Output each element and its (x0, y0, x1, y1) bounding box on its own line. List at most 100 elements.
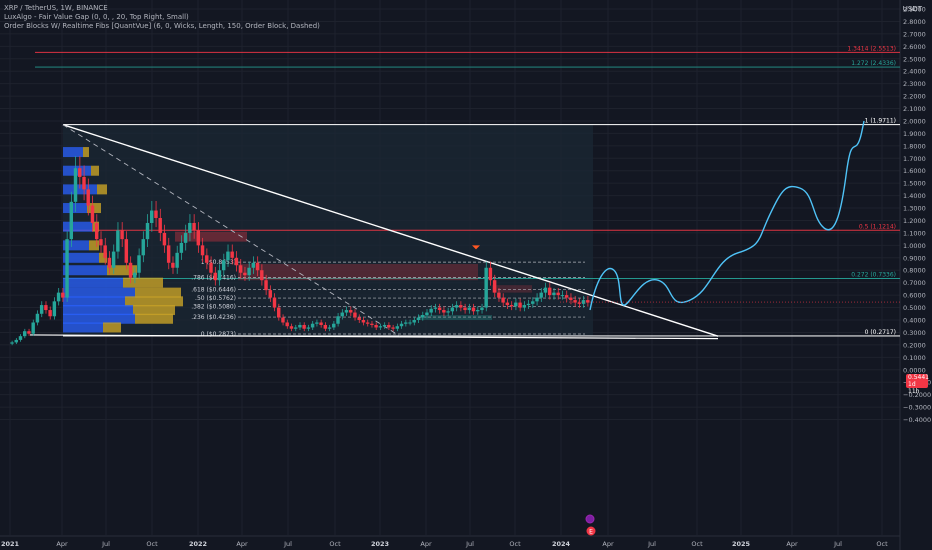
y-tick-label: 2.2000 (903, 93, 926, 101)
candle-body (268, 290, 272, 298)
volume-profile-bar (99, 252, 107, 263)
indicator-fvg-label[interactable]: LuxAlgo - Fair Value Gap (0, 0, , 20, To… (4, 13, 189, 21)
candle-body (39, 305, 44, 314)
y-tick-label: −0.4000 (903, 416, 931, 424)
volume-profile-bar (63, 252, 99, 263)
candle-body (175, 252, 179, 268)
candle-body (205, 255, 209, 263)
candle-body (234, 257, 239, 266)
candle-body (158, 217, 162, 233)
trendline-dashed (62, 124, 401, 337)
y-tick-label: 2.0000 (903, 117, 926, 125)
candle-body (166, 245, 171, 263)
volume-profile-bar (63, 322, 103, 333)
volume-profile-bar (83, 147, 89, 158)
x-tick-label: 2023 (371, 540, 389, 548)
candle-body (260, 270, 264, 281)
candle-body (420, 315, 425, 318)
order-block-bearish (238, 264, 478, 281)
earnings-event-label: E (589, 529, 593, 536)
candle-body (86, 189, 90, 206)
x-tick-label: Apr (236, 540, 248, 548)
volume-profile-bar (63, 265, 107, 276)
candle-body (99, 239, 103, 246)
x-tick-label: Apr (56, 540, 68, 548)
volume-profile-bar (63, 296, 125, 307)
candle-body (471, 307, 476, 312)
volume-profile-bar (89, 240, 99, 251)
candle-body (200, 245, 205, 256)
candle-body (357, 317, 361, 320)
candle-body (107, 257, 112, 268)
y-tick-label: 1.5000 (903, 180, 926, 188)
candle-body (65, 239, 69, 298)
candle-body (467, 307, 471, 311)
y-tick-label: 2.9000 (903, 6, 926, 14)
x-tick-label: Jul (465, 540, 474, 548)
candle-body (289, 326, 294, 329)
candle-body (213, 272, 217, 281)
candle-body (192, 222, 196, 231)
x-tick-label: Apr (602, 540, 614, 548)
y-tick-label: 1.2000 (903, 217, 926, 225)
candle-body (171, 262, 175, 268)
candle-body (543, 287, 548, 293)
candle-body (569, 297, 573, 301)
symbol-title[interactable]: XRP / TetherUS, 1W, BINANCE (4, 4, 108, 12)
volume-profile-bar (63, 203, 87, 214)
y-tick-label: 0.2000 (903, 341, 926, 349)
candle-body (412, 320, 416, 323)
candle-body (221, 260, 226, 271)
y-tick-label: 2.1000 (903, 105, 926, 113)
y-tick-label: 2.5000 (903, 55, 926, 63)
volume-profile-bar (135, 287, 181, 298)
candle-body (14, 339, 18, 343)
trendline-descending (62, 124, 719, 337)
candle-body (581, 300, 586, 304)
volume-profile-bar (63, 184, 97, 195)
fib-level-label: 0 (0.2717) (865, 329, 896, 336)
candle-body (425, 312, 429, 316)
y-tick-label: 1.7000 (903, 155, 926, 163)
candle-body (484, 267, 488, 308)
candle-body (145, 222, 150, 240)
candle-body (547, 287, 552, 296)
candle-body (522, 305, 526, 308)
volume-profile-bar (97, 184, 107, 195)
candle-body (35, 313, 40, 323)
candle-body (94, 222, 99, 240)
volume-profile-bar (133, 305, 175, 316)
candle-body (124, 239, 129, 263)
candle-body (196, 230, 201, 246)
indicator-orderblocks-label[interactable]: Order Blocks W/ Realtime Fibs [QuantVue]… (4, 22, 320, 30)
fib-retrace-label: .618 ($0.6446) (191, 287, 236, 294)
x-tick-label: Apr (420, 540, 432, 548)
candle-body (382, 324, 387, 327)
candle-body (586, 300, 590, 303)
candle-body (183, 232, 188, 243)
y-tick-label: 1.0000 (903, 242, 926, 250)
candle-body (78, 168, 82, 177)
candle-body (395, 326, 399, 329)
candle-body (128, 262, 133, 278)
volume-profile-bar (63, 287, 135, 298)
candle-body (336, 316, 340, 324)
x-tick-label: Jul (647, 540, 656, 548)
candle-body (514, 302, 518, 307)
fib-level-label: 1 (1.9711) (865, 118, 896, 125)
candle-body (52, 301, 57, 317)
candle-body (531, 301, 535, 304)
candle-body (518, 302, 522, 308)
y-tick-label: 0.1000 (903, 354, 926, 362)
candle-body (505, 302, 510, 306)
candle-body (56, 292, 61, 302)
volume-profile-bar (91, 165, 99, 176)
candle-body (226, 251, 230, 261)
volume-profile-bar (135, 313, 173, 324)
candle-body (552, 292, 556, 296)
candle-body (73, 168, 78, 202)
candle-body (560, 295, 565, 297)
volume-profile-bar (107, 265, 137, 276)
candle-body (306, 327, 311, 329)
